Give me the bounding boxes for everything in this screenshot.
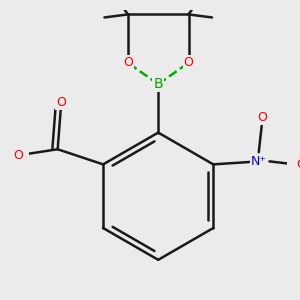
Text: O: O	[56, 96, 66, 109]
Text: O: O	[184, 56, 194, 69]
Text: N⁺: N⁺	[251, 155, 267, 168]
Text: O⁻: O⁻	[296, 158, 300, 171]
Text: O: O	[13, 149, 23, 162]
Text: O: O	[257, 111, 267, 124]
Text: B: B	[153, 77, 163, 91]
Text: O: O	[123, 56, 133, 69]
